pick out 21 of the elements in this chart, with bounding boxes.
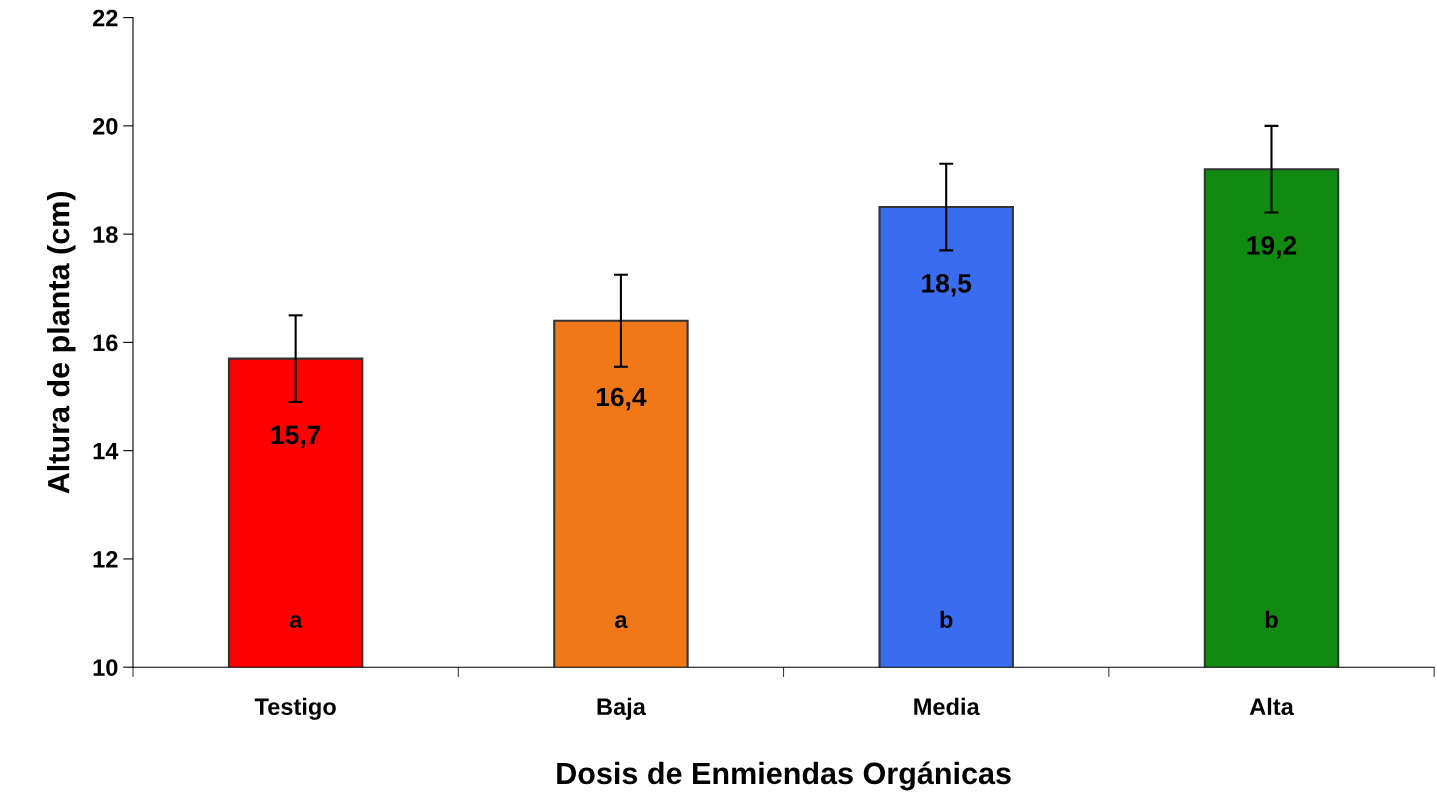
y-tick-label: 22 bbox=[92, 9, 118, 27]
y-tick-label: 16 bbox=[93, 334, 118, 352]
data-label: 16,4 bbox=[596, 387, 647, 411]
annotation: a bbox=[615, 615, 628, 629]
y-tick-label: 18 bbox=[93, 226, 118, 243]
annotation: a bbox=[289, 615, 303, 629]
x-tick-label: Baja bbox=[597, 697, 647, 720]
y-axis-title: Altura de planta (cm) bbox=[47, 191, 76, 494]
annotation: b bbox=[940, 610, 953, 629]
y-tick-label: 10 bbox=[93, 659, 118, 676]
annotation: b bbox=[1265, 610, 1278, 629]
x-tick-label: Alta bbox=[1249, 697, 1294, 716]
y-tick-label: 14 bbox=[93, 442, 119, 460]
data-label: 18,5 bbox=[922, 273, 972, 297]
data-label: 15,7 bbox=[271, 425, 321, 449]
y-tick-label: 12 bbox=[93, 551, 118, 568]
data-label: 19,2 bbox=[1247, 236, 1297, 259]
x-tick-label: Media bbox=[914, 697, 980, 716]
x-axis-title: Dosis de Enmiendas Orgánicas bbox=[557, 761, 1011, 791]
y-tick-label: 20 bbox=[92, 117, 118, 135]
x-tick-label: Testigo bbox=[254, 697, 336, 720]
